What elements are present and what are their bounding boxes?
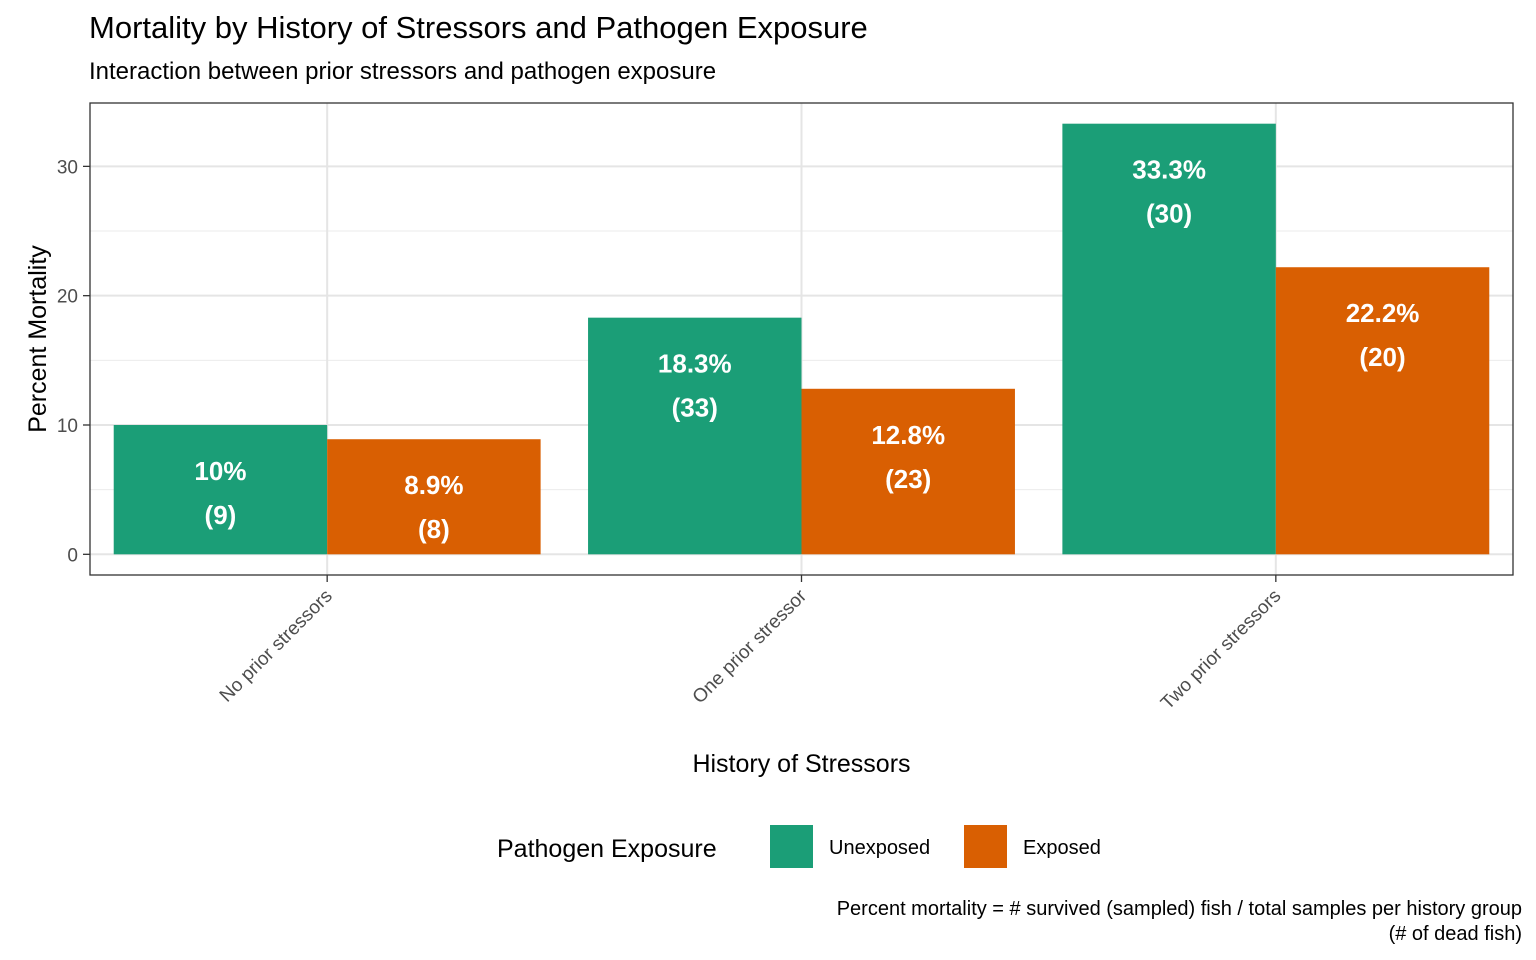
bar-percent-label: 18.3% [658, 349, 732, 379]
bar-percent-label: 22.2% [1346, 298, 1420, 328]
bar-count-label: (23) [885, 464, 931, 494]
x-tick-label: Two prior stressors [1157, 586, 1285, 714]
bar-unexposed-1 [113, 424, 328, 555]
bar-count-label: (9) [205, 500, 237, 530]
y-axis-title: Percent Mortality [24, 245, 52, 433]
bar-exposed-2 [801, 388, 1015, 555]
bar-exposed-1 [327, 439, 541, 555]
bar-percent-label: 10% [194, 456, 246, 486]
bar-count-label: (20) [1359, 342, 1405, 372]
bar-exposed-3 [1275, 267, 1490, 555]
bar-count-label: (8) [418, 514, 450, 544]
caption-line-2: (# of dead fish) [1388, 923, 1522, 945]
legend-title: Pathogen Exposure [497, 835, 717, 863]
chart-title: Mortality by History of Stressors and Pa… [89, 10, 868, 45]
legend-label-exposed: Exposed [1023, 837, 1101, 859]
legend-key-unexposed [770, 825, 813, 868]
bar-percent-label: 33.3% [1132, 155, 1206, 185]
chart-caption: Percent mortality = # survived (sampled)… [837, 897, 1522, 947]
x-tick-label: No prior stressors [216, 586, 337, 707]
y-tick-label: 10 [57, 416, 78, 437]
y-tick-label: 20 [57, 287, 78, 308]
y-tick-label: 0 [67, 545, 78, 566]
bar-percent-label: 8.9% [404, 470, 463, 500]
x-axis-title: History of Stressors [692, 750, 910, 778]
bar-unexposed-2 [588, 317, 802, 555]
chart-subtitle: Interaction between prior stressors and … [89, 58, 717, 85]
legend-key-exposed [964, 825, 1007, 868]
y-tick-label: 30 [57, 157, 78, 178]
bar-count-label: (33) [672, 393, 718, 423]
bar-percent-label: 12.8% [871, 420, 945, 450]
legend-label-unexposed: Unexposed [829, 837, 930, 859]
x-tick-label: One prior stressor [689, 585, 812, 708]
bar-unexposed-3 [1062, 123, 1276, 555]
caption-line-1: Percent mortality = # survived (sampled)… [836, 898, 1522, 920]
bar-count-label: (30) [1146, 199, 1192, 229]
